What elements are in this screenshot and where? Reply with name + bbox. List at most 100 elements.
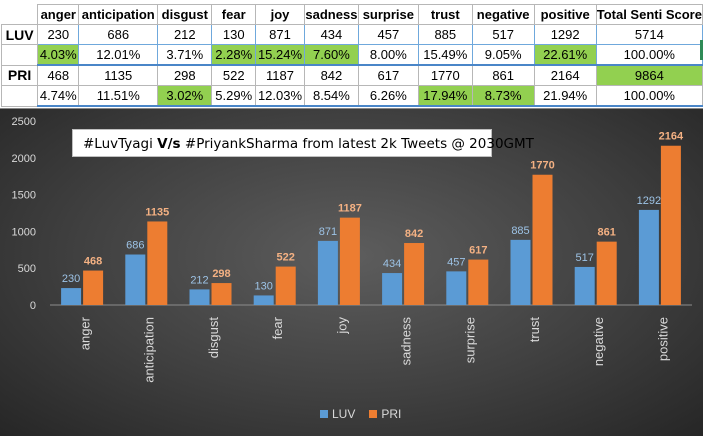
category-label: positive bbox=[655, 317, 670, 361]
bar-value-label: 686 bbox=[126, 240, 144, 252]
table-cell[interactable]: 457 bbox=[357, 24, 419, 45]
legend-swatch-luv bbox=[320, 410, 328, 418]
table-cell[interactable]: 130 bbox=[211, 24, 256, 45]
table-cell[interactable]: 100.00% bbox=[595, 85, 703, 107]
table-cell[interactable]: 6.26% bbox=[357, 85, 419, 107]
bar-value-label: 212 bbox=[190, 274, 208, 286]
column-header[interactable]: anticipation bbox=[78, 4, 159, 25]
table-cell[interactable]: 1135 bbox=[78, 64, 159, 86]
table-cell[interactable]: 9864 bbox=[595, 64, 703, 86]
column-header[interactable]: fear bbox=[211, 4, 256, 25]
column-header[interactable]: positive bbox=[533, 4, 597, 25]
table-cell[interactable]: 5.29% bbox=[211, 85, 256, 107]
sentiment-table: anger anticipation disgust fear joy sadness su… bbox=[0, 4, 703, 107]
data-table-sheet: anger anticipation disgust fear joy sadness su… bbox=[0, 0, 703, 108]
bar-pri bbox=[83, 270, 104, 305]
table-cell[interactable]: 7.60% bbox=[304, 44, 359, 66]
table-cell[interactable]: 1770 bbox=[417, 64, 473, 86]
table-cell[interactable]: 230 bbox=[37, 24, 80, 45]
table-cell[interactable]: 21.94% bbox=[533, 85, 597, 107]
table-cell[interactable]: 2.28% bbox=[211, 44, 256, 66]
bar-pri bbox=[339, 217, 360, 305]
table-cell[interactable]: 212 bbox=[157, 24, 213, 45]
table-cell[interactable]: 861 bbox=[471, 64, 535, 86]
table-cell[interactable]: 2164 bbox=[533, 64, 597, 86]
chart-legend: LUV PRI bbox=[320, 405, 401, 423]
y-tick-label: 2000 bbox=[12, 153, 36, 165]
column-header[interactable]: Total Senti Score bbox=[595, 4, 703, 25]
table-cell[interactable]: 15.49% bbox=[417, 44, 473, 66]
bar-luv bbox=[446, 271, 467, 305]
bar-pri bbox=[660, 145, 681, 305]
category-label: trust bbox=[527, 317, 542, 343]
row-label-luv[interactable]: LUV bbox=[0, 24, 39, 45]
table-cell[interactable]: 4.03% bbox=[37, 44, 80, 66]
table-cell[interactable]: 522 bbox=[211, 64, 256, 86]
table-cell[interactable]: 8.73% bbox=[471, 85, 535, 107]
bar-pri bbox=[532, 174, 553, 305]
bar-pri bbox=[147, 221, 168, 305]
bar-value-label: 468 bbox=[84, 256, 102, 268]
row-label-empty[interactable] bbox=[0, 85, 39, 107]
column-header[interactable]: disgust bbox=[157, 4, 213, 25]
table-cell[interactable]: 100.00% bbox=[595, 44, 703, 66]
cell-selection-mark bbox=[700, 40, 703, 60]
bar-luv bbox=[189, 289, 210, 305]
row-label-empty[interactable] bbox=[0, 44, 39, 66]
table-cell[interactable]: 11.51% bbox=[78, 85, 159, 107]
table-cell[interactable]: 17.94% bbox=[417, 85, 473, 107]
category-label: sadness bbox=[399, 317, 414, 366]
table-cell[interactable]: 3.02% bbox=[157, 85, 213, 107]
table-cell[interactable]: 885 bbox=[417, 24, 473, 45]
table-cell[interactable]: 617 bbox=[357, 64, 419, 86]
table-cell[interactable]: 434 bbox=[304, 24, 359, 45]
y-tick-label: 2500 bbox=[12, 116, 36, 128]
bar-value-label: 842 bbox=[405, 228, 423, 240]
bar-value-label: 1187 bbox=[338, 203, 362, 215]
column-header[interactable]: trust bbox=[417, 4, 473, 25]
category-label: negative bbox=[591, 317, 606, 366]
table-cell[interactable]: 1292 bbox=[533, 24, 597, 45]
table-cell[interactable]: 3.71% bbox=[157, 44, 213, 66]
chart-title[interactable]: #LuvTyagi V/s #PriyankSharma from latest… bbox=[72, 129, 534, 157]
bar-luv bbox=[125, 254, 146, 305]
table-cell[interactable]: 686 bbox=[78, 24, 159, 45]
bar-pri bbox=[404, 243, 425, 305]
table-cell[interactable]: 22.61% bbox=[533, 44, 597, 66]
bar-value-label: 230 bbox=[62, 273, 80, 285]
bar-value-label: 1135 bbox=[145, 206, 169, 218]
chart-title-part-2: #PriyankSharma from latest 2k Tweets @ 2… bbox=[180, 136, 534, 152]
column-header[interactable]: negative bbox=[471, 4, 535, 25]
table-cell[interactable]: 517 bbox=[471, 24, 535, 45]
table-cell[interactable]: 298 bbox=[157, 64, 213, 86]
column-header[interactable]: sadness bbox=[304, 4, 359, 25]
table-corner[interactable] bbox=[1, 4, 39, 25]
row-label-pri[interactable]: PRI bbox=[0, 64, 39, 86]
table-cell[interactable]: 9.05% bbox=[471, 44, 535, 66]
y-tick-label: 1500 bbox=[12, 190, 36, 202]
bar-pri bbox=[468, 259, 489, 305]
table-cell[interactable]: 12.01% bbox=[78, 44, 159, 66]
bar-value-label: 1770 bbox=[530, 160, 554, 172]
column-header[interactable]: surprise bbox=[357, 4, 419, 25]
table-cell[interactable]: 468 bbox=[37, 64, 80, 86]
table-cell[interactable]: 8.54% bbox=[304, 85, 359, 107]
table-cell[interactable]: 842 bbox=[304, 64, 359, 86]
table-cell[interactable]: 12.03% bbox=[254, 85, 306, 107]
chart-title-part-1: #LuvTyagi bbox=[83, 136, 158, 152]
category-label: joy bbox=[334, 317, 349, 335]
table-cell[interactable]: 8.00% bbox=[357, 44, 419, 66]
legend-label-pri: PRI bbox=[381, 407, 402, 421]
table-cell[interactable]: 4.74% bbox=[37, 85, 80, 107]
column-header[interactable]: joy bbox=[254, 4, 306, 25]
table-cell[interactable]: 1187 bbox=[254, 64, 306, 86]
bar-luv bbox=[61, 288, 82, 305]
column-header[interactable]: anger bbox=[37, 4, 80, 25]
table-cell[interactable]: 15.24% bbox=[254, 44, 306, 66]
table-cell[interactable]: 5714 bbox=[595, 24, 703, 45]
table-cell[interactable]: 871 bbox=[254, 24, 306, 45]
bar-luv bbox=[510, 239, 531, 305]
bar-value-label: 522 bbox=[277, 252, 295, 264]
chart-area[interactable]: 0 500 1000 1500 2000 2500 230 468 anger 686 1135 an… bbox=[0, 108, 703, 436]
y-tick-label: 500 bbox=[18, 263, 36, 275]
